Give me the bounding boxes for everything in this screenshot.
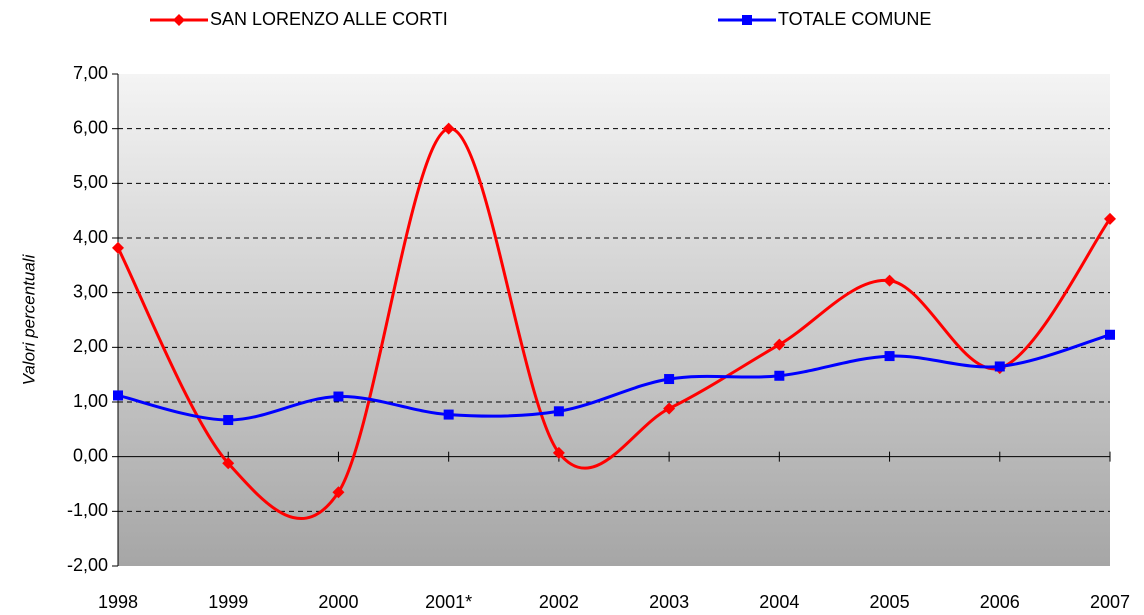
point — [223, 415, 234, 426]
point — [113, 390, 123, 401]
point — [663, 402, 676, 415]
series-line — [117, 333, 1111, 422]
point — [443, 409, 454, 420]
x-tick-label: 2002 — [539, 592, 579, 612]
plot-area — [118, 74, 1110, 566]
point — [1104, 212, 1116, 225]
point — [442, 122, 455, 135]
y-tick-label: 0,00 — [73, 445, 108, 465]
x-tick-label: 2005 — [870, 592, 910, 612]
point — [222, 457, 235, 470]
point — [883, 274, 896, 287]
x-tick-label: 1999 — [208, 592, 248, 612]
y-tick-label: 1,00 — [73, 391, 108, 411]
x-tick-label: 2007 — [1090, 592, 1130, 612]
point — [994, 361, 1005, 372]
y-tick-label: -1,00 — [67, 500, 108, 520]
legend-label: TOTALE COMUNE — [778, 9, 931, 29]
legend-label: SAN LORENZO ALLE CORTI — [210, 9, 448, 29]
x-tick-label: 1998 — [98, 592, 138, 612]
point — [664, 374, 675, 385]
y-tick-label: 6,00 — [73, 117, 108, 137]
y-tick-label: 7,00 — [73, 63, 108, 83]
point — [333, 391, 344, 402]
point — [332, 486, 345, 499]
point — [1105, 329, 1115, 340]
point — [773, 338, 786, 351]
point — [552, 446, 565, 459]
y-tick-label: -2,00 — [67, 555, 108, 575]
point — [112, 241, 124, 254]
x-tick-label: 2004 — [759, 592, 799, 612]
series-line — [116, 127, 1112, 520]
x-tick-label: 2001* — [425, 592, 472, 612]
y-tick-label: 3,00 — [73, 281, 108, 301]
x-tick-label: 2000 — [318, 592, 358, 612]
y-tick-label: 5,00 — [73, 172, 108, 192]
y-axis-label: Valori percentuali — [19, 253, 38, 385]
point — [553, 406, 564, 417]
point — [884, 351, 895, 362]
x-tick-label: 2006 — [980, 592, 1020, 612]
legend-marker — [173, 14, 185, 26]
legend-marker — [742, 15, 752, 25]
y-tick-label: 2,00 — [73, 336, 108, 356]
y-tick-label: 4,00 — [73, 227, 108, 247]
x-tick-label: 2003 — [649, 592, 689, 612]
point — [774, 370, 785, 381]
